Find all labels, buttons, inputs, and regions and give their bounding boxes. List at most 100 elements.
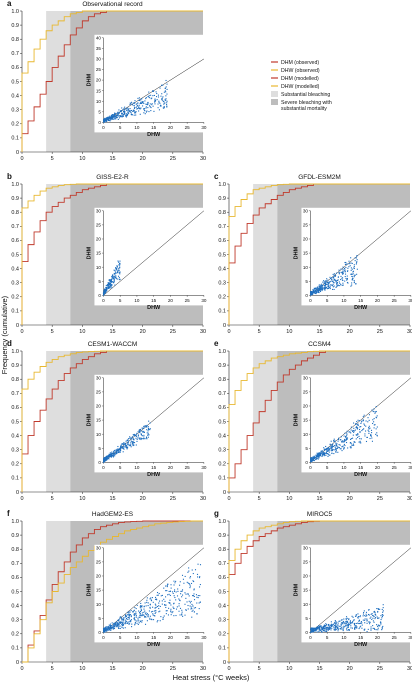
- scatter-point: [107, 286, 109, 288]
- scatter-point: [107, 282, 109, 285]
- scatter-point: [152, 105, 154, 107]
- scatter-point: [335, 449, 337, 451]
- scatter-point: [137, 97, 139, 99]
- scatter-point: [319, 626, 321, 628]
- scatter-point: [367, 421, 369, 423]
- scatter-point: [138, 110, 140, 112]
- scatter-point: [376, 435, 378, 437]
- scatter-point: [341, 277, 343, 279]
- scatter-point: [150, 110, 152, 112]
- scatter-point: [120, 621, 122, 623]
- scatter-point: [354, 628, 356, 630]
- scatter-point: [371, 409, 373, 411]
- scatter-point: [148, 610, 150, 612]
- x-tick-label: 30: [407, 496, 412, 502]
- scatter-point: [139, 99, 141, 102]
- scatter-points: [102, 420, 151, 463]
- panel-letter: g: [214, 509, 219, 518]
- scatter-point: [155, 598, 158, 600]
- scatter-point: [113, 277, 115, 279]
- scatter-point: [133, 444, 135, 446]
- scatter-point: [381, 628, 383, 630]
- y-tick-label: 0.9: [11, 23, 19, 29]
- scatter-point: [335, 449, 337, 451]
- scatter-point: [317, 454, 319, 456]
- scatter-point: [196, 602, 198, 604]
- scatter-point: [129, 110, 131, 112]
- scatter-point: [368, 427, 370, 429]
- scatter-point: [377, 627, 379, 629]
- y-tick-label: 0.7: [11, 51, 19, 57]
- scatter-point: [190, 582, 193, 585]
- scatter-point: [148, 91, 150, 93]
- scatter-point: [371, 618, 373, 620]
- scatter-point: [331, 452, 333, 454]
- scatter-point: [359, 431, 361, 433]
- scatter-point: [373, 427, 375, 429]
- scatter-point: [103, 291, 105, 293]
- scatter-point: [318, 630, 320, 632]
- scatter-point: [170, 614, 172, 616]
- scatter-point: [137, 105, 139, 107]
- scatter-point: [188, 567, 190, 569]
- inset-y-tick-label: 20: [303, 237, 309, 242]
- scatter-point: [108, 627, 110, 629]
- x-tick-label: 20: [347, 329, 353, 335]
- scatter-point: [162, 84, 164, 86]
- scatter-point: [354, 257, 356, 259]
- scatter-point: [118, 624, 120, 626]
- scatter-point: [126, 439, 128, 441]
- y-tick-label: 0.4: [11, 603, 19, 609]
- scatter-point: [127, 618, 129, 620]
- scatter-point: [336, 282, 338, 285]
- scatter-point: [325, 627, 327, 629]
- scatter-point: [170, 610, 172, 612]
- scatter-point: [109, 628, 111, 630]
- scatter-point: [348, 628, 350, 631]
- scatter-point: [324, 283, 326, 285]
- scatter-point: [170, 608, 172, 610]
- scatter-point: [163, 587, 165, 589]
- scatter-point: [350, 267, 352, 269]
- scatter-point: [370, 626, 372, 628]
- scatter-point: [356, 424, 359, 426]
- scatter-point: [331, 288, 334, 290]
- scatter-point: [346, 629, 348, 631]
- x-tick-label: 30: [200, 666, 206, 672]
- scatter-point: [139, 607, 141, 609]
- scatter-point: [134, 100, 136, 102]
- scatter-point: [148, 95, 150, 97]
- scatter-point: [335, 628, 337, 630]
- scatter-point: [381, 614, 384, 616]
- scatter-point: [143, 434, 145, 436]
- scatter-points: [102, 260, 121, 296]
- scatter-point: [108, 455, 110, 457]
- scatter-point: [105, 120, 107, 122]
- series-dhw-modelled-: [22, 520, 203, 663]
- scatter-point: [357, 617, 359, 619]
- scatter-point: [166, 585, 168, 587]
- scatter-point: [184, 614, 186, 616]
- scatter-point: [155, 611, 157, 613]
- scatter-point: [167, 594, 169, 596]
- scatter-point: [355, 622, 357, 625]
- scatter-point: [124, 443, 126, 445]
- scatter-point: [313, 291, 315, 294]
- scatter-point: [360, 422, 362, 424]
- scatter-point: [351, 444, 353, 446]
- scatter-point: [314, 630, 316, 632]
- inset-x-tick-label: 5: [326, 465, 329, 470]
- scatter-point: [125, 442, 127, 445]
- scatter-point: [123, 442, 125, 444]
- scatter-point: [127, 621, 129, 623]
- scatter-point: [157, 619, 159, 622]
- inset-y-tick-label: 0: [305, 630, 308, 635]
- scatter-point: [109, 628, 112, 630]
- scatter-point: [311, 461, 313, 463]
- scatter-point: [165, 585, 167, 587]
- scatter-point: [327, 628, 329, 630]
- scatter-point: [368, 621, 370, 623]
- scatter-point: [130, 101, 133, 103]
- inset-y-tick-label: 15: [303, 418, 309, 423]
- scatter-point: [358, 615, 360, 618]
